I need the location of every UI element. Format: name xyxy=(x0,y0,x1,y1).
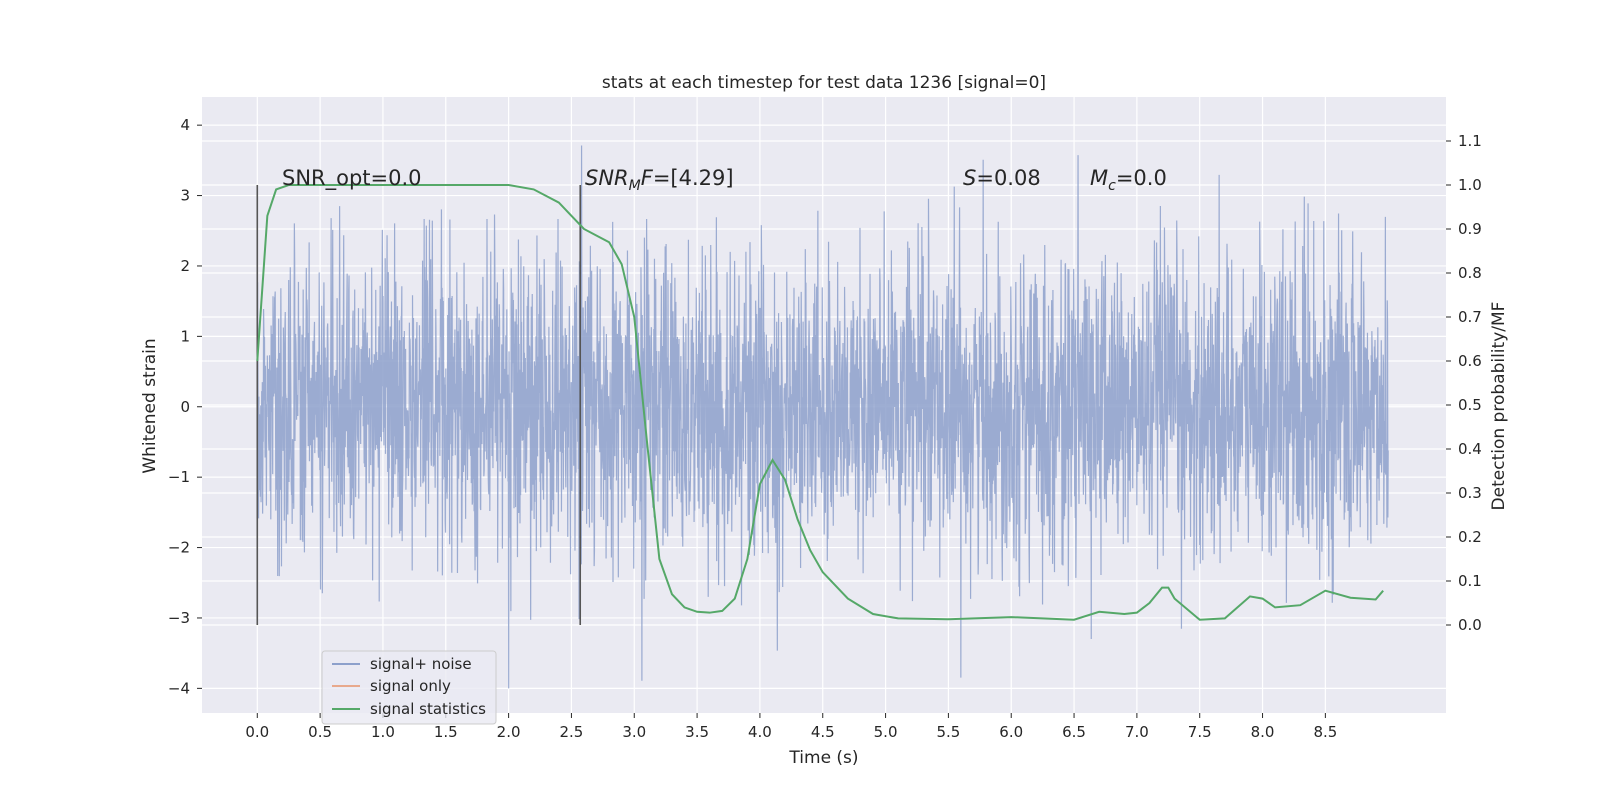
y-right-tick-label: 0.6 xyxy=(1458,352,1482,370)
y-right-tick-label: 0.0 xyxy=(1458,616,1482,634)
y-left-tick-label: −3 xyxy=(168,609,190,627)
x-tick-label: 3.5 xyxy=(685,723,709,741)
vertical-markers xyxy=(256,185,582,625)
x-tick-label: 5.0 xyxy=(874,723,898,741)
y-right-tick-label: 0.5 xyxy=(1458,396,1482,414)
chart-title: stats at each timestep for test data 123… xyxy=(602,73,1046,93)
x-tick-label: 4.5 xyxy=(811,723,835,741)
y-left-tick-label: −4 xyxy=(168,679,190,697)
legend: signal+ noise signal only signal statist… xyxy=(321,650,497,725)
y-right-tick-label: 0.3 xyxy=(1458,484,1482,502)
snr-mf-value: =[4.29] xyxy=(653,166,734,190)
y-left-tick-label: 1 xyxy=(180,327,190,345)
x-tick-label: 6.0 xyxy=(999,723,1023,741)
x-tick-label: 5.5 xyxy=(936,723,960,741)
y-right-tick-label: 0.9 xyxy=(1458,220,1482,238)
x-tick-label: 0.5 xyxy=(308,723,332,741)
s-value: =0.08 xyxy=(976,166,1040,190)
x-tick-label: 7.0 xyxy=(1125,723,1149,741)
x-tick-label: 1.5 xyxy=(434,723,458,741)
y-right-tick-label: 0.2 xyxy=(1458,528,1482,546)
annotation-s: S=0.08 xyxy=(963,166,1041,190)
mc-symbol: M xyxy=(1090,166,1108,190)
x-tick-label: 7.5 xyxy=(1188,723,1212,741)
signal-plus-noise-line xyxy=(256,145,1389,689)
legend-label-signal-noise: signal+ noise xyxy=(370,655,472,673)
x-axis-ticks: 0.0 0.5 1.0 1.5 2.0 2.5 3.0 3.5 4.0 4.5 5.0 5.5 6.0 6… xyxy=(245,713,1337,741)
y-left-tick-label: 2 xyxy=(180,257,190,275)
snr-mf-tail: F xyxy=(641,166,654,190)
mc-sub: c xyxy=(1108,178,1116,194)
x-tick-label: 6.5 xyxy=(1062,723,1086,741)
y-left-axis-label: Whitened strain xyxy=(140,338,160,473)
x-axis-label: Time (s) xyxy=(788,748,858,768)
y-left-tick-label: −1 xyxy=(168,468,190,486)
x-tick-label: 0.0 xyxy=(245,723,269,741)
y-left-tick-label: 0 xyxy=(180,398,190,416)
legend-box xyxy=(321,650,497,725)
snr-mf-main: SNR xyxy=(585,166,629,190)
y-right-axis-ticks: 1.1 1.0 0.9 0.8 0.7 0.6 0.5 0.4 0.3 0.2 0.1 0.0 xyxy=(1446,132,1482,634)
y-left-tick-label: 3 xyxy=(180,187,190,205)
y-right-tick-label: 0.7 xyxy=(1458,308,1482,326)
y-right-tick-label: 0.4 xyxy=(1458,440,1482,458)
snr-mf-sub: M xyxy=(629,178,641,194)
annotation-snr-mf: SNRMF=[4.29] xyxy=(585,166,734,194)
annotation-mc: Mc=0.0 xyxy=(1090,166,1167,194)
x-tick-label: 1.0 xyxy=(371,723,395,741)
y-right-tick-label: 1.1 xyxy=(1458,132,1482,150)
y-right-tick-label: 0.8 xyxy=(1458,264,1482,282)
s-symbol: S xyxy=(963,166,976,190)
x-tick-label: 8.0 xyxy=(1251,723,1275,741)
y-right-tick-label: 1.0 xyxy=(1458,176,1482,194)
x-tick-label: 2.0 xyxy=(497,723,521,741)
y-left-axis-ticks: 4 3 2 1 0 −1 −2 −3 −4 xyxy=(168,116,202,697)
mc-value: =0.0 xyxy=(1116,166,1167,190)
legend-label-signal-only: signal only xyxy=(370,677,451,695)
x-tick-label: 3.0 xyxy=(622,723,646,741)
x-tick-label: 2.5 xyxy=(560,723,584,741)
annotation-snr-opt: SNR_opt=0.0 xyxy=(282,166,422,191)
signal-statistics-line xyxy=(256,184,1384,621)
signal-statistics-series xyxy=(256,184,1384,621)
y-right-tick-label: 0.1 xyxy=(1458,572,1482,590)
signal-plus-noise-series xyxy=(256,145,1389,689)
x-tick-label: 8.5 xyxy=(1313,723,1337,741)
x-tick-label: 4.0 xyxy=(748,723,772,741)
y-right-axis-label: Detection probability/MF xyxy=(1489,302,1509,511)
y-left-tick-label: −2 xyxy=(168,539,190,557)
y-left-tick-label: 4 xyxy=(180,116,190,134)
legend-label-signal-statistics: signal statistics xyxy=(370,700,486,718)
